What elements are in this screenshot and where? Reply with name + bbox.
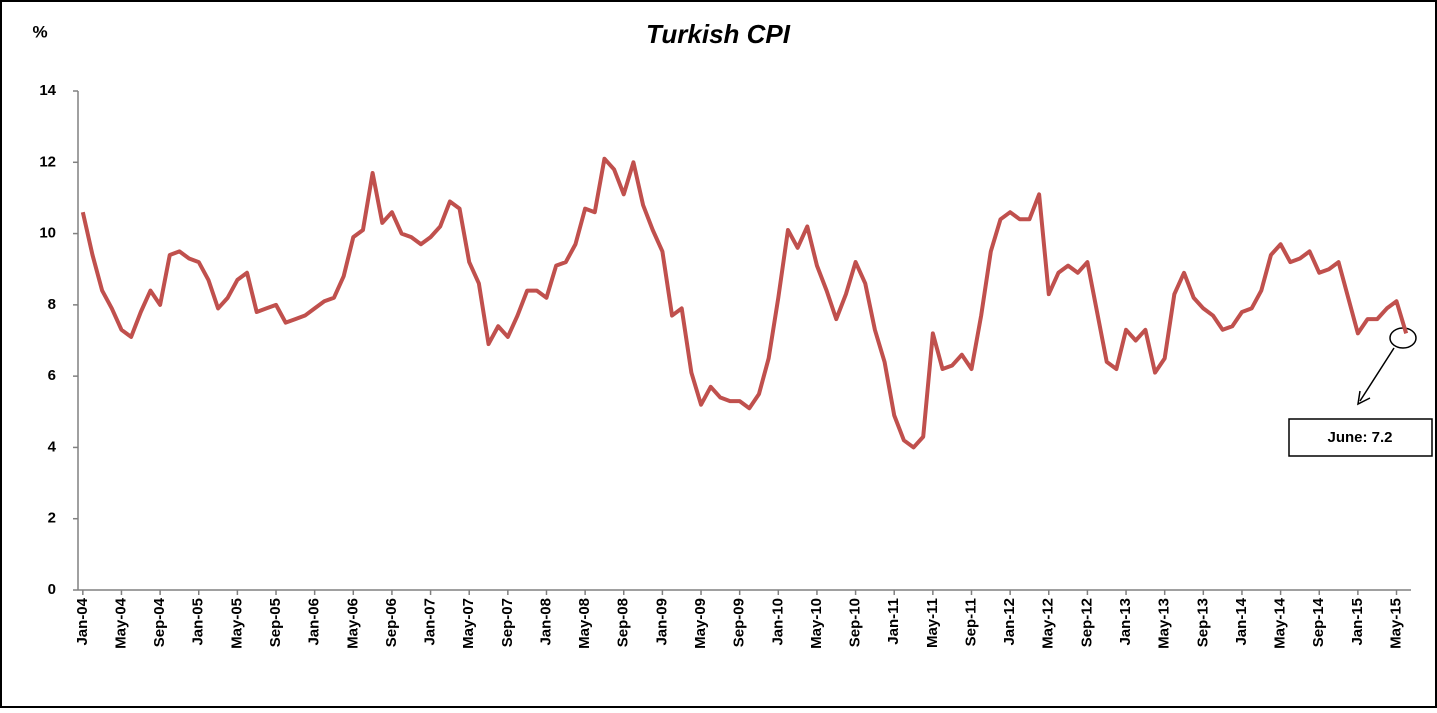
x-tick-label: May-08 bbox=[576, 598, 593, 649]
x-tick-label: Jan-07 bbox=[422, 598, 439, 646]
x-tick-label: Sep-14 bbox=[1310, 597, 1327, 647]
x-tick-label: Jan-14 bbox=[1233, 597, 1250, 645]
y-tick-label: 12 bbox=[39, 153, 56, 170]
x-tick-label: Sep-12 bbox=[1078, 598, 1095, 647]
x-tick-label: Jan-04 bbox=[74, 597, 91, 645]
x-tick-label: May-05 bbox=[228, 598, 245, 649]
y-tick-label: 8 bbox=[48, 296, 56, 313]
x-tick-label: Sep-11 bbox=[962, 598, 979, 646]
y-tick-label: 6 bbox=[48, 367, 56, 384]
x-tick-label: Sep-05 bbox=[267, 598, 284, 647]
y-tick-label: 2 bbox=[48, 510, 56, 527]
x-tick-label: May-10 bbox=[808, 598, 825, 649]
x-tick-label: Sep-08 bbox=[615, 598, 632, 647]
x-tick-label: May-11 bbox=[924, 598, 941, 648]
x-tick-label: Jan-08 bbox=[537, 598, 554, 646]
x-tick-label: May-12 bbox=[1040, 598, 1057, 649]
x-tick-label: Sep-09 bbox=[731, 598, 748, 647]
x-tick-label: Sep-04 bbox=[151, 597, 168, 647]
x-tick-label: Sep-10 bbox=[847, 598, 864, 647]
x-tick-label: Jan-13 bbox=[1117, 598, 1134, 646]
x-tick-label: Jan-09 bbox=[653, 598, 670, 646]
y-axis-label: % bbox=[32, 22, 47, 41]
annotation-text: June: 7.2 bbox=[1327, 429, 1392, 446]
annotation-box bbox=[1288, 418, 1433, 457]
x-tick-label: May-15 bbox=[1387, 598, 1404, 649]
annotation-arrow bbox=[1359, 347, 1395, 402]
x-tick-label: May-06 bbox=[344, 598, 361, 649]
x-tick-label: Sep-06 bbox=[383, 598, 400, 647]
x-tick-label: May-13 bbox=[1156, 598, 1173, 649]
y-tick-label: 4 bbox=[48, 438, 57, 455]
y-tick-label: 10 bbox=[39, 225, 56, 242]
x-tick-label: Jan-05 bbox=[190, 598, 207, 646]
x-tick-label: Jan-06 bbox=[306, 598, 323, 646]
cpi-line bbox=[80, 156, 1409, 450]
y-tick-label: 14 bbox=[39, 82, 56, 99]
y-tick-label: 0 bbox=[48, 581, 56, 598]
x-tick-label: Jan-15 bbox=[1349, 598, 1366, 646]
x-tick-label: May-04 bbox=[112, 597, 129, 649]
x-tick-label: May-07 bbox=[460, 598, 477, 649]
x-tick-label: Sep-07 bbox=[499, 598, 516, 647]
x-tick-label: Sep-13 bbox=[1194, 598, 1211, 647]
x-tick-label: Jan-11 bbox=[885, 598, 902, 645]
x-tick-label: Jan-12 bbox=[1001, 598, 1018, 646]
x-tick-label: Jan-10 bbox=[769, 598, 786, 646]
arrow-head bbox=[1357, 390, 1371, 406]
x-tick-label: May-09 bbox=[692, 598, 709, 649]
x-tick-label: May-14 bbox=[1272, 597, 1289, 649]
chart-title: Turkish CPI bbox=[646, 19, 791, 49]
